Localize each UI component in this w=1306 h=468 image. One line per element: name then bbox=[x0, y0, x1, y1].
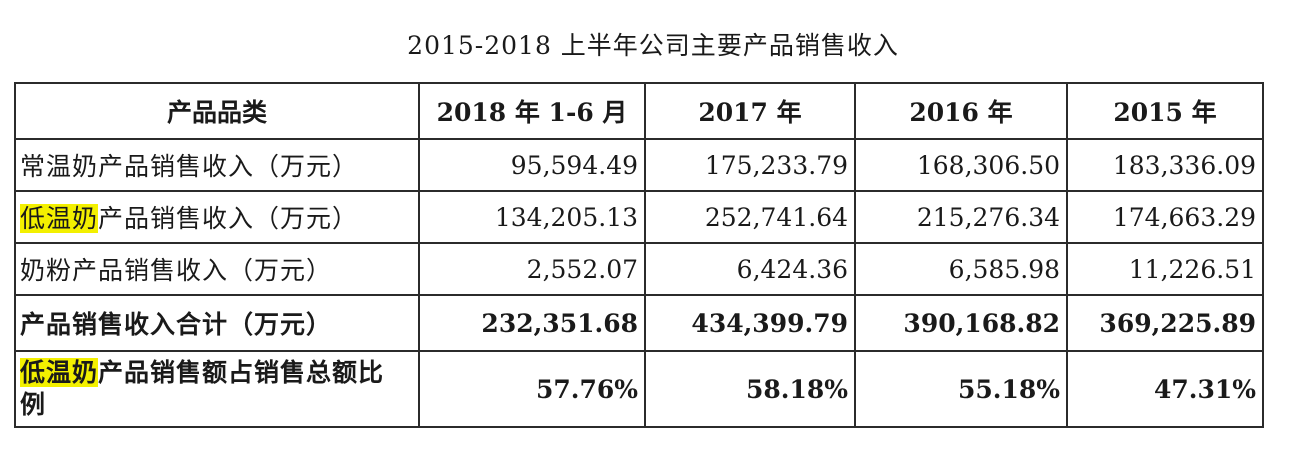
table-row-milk-powder: 奶粉产品销售收入（万元） 2,552.07 6,424.36 6,585.98 … bbox=[14, 242, 1264, 296]
cell-2016: 168,306.50 bbox=[854, 138, 1068, 192]
table-row-ratio: 低温奶产品销售额占销售总额比例 57.76% 58.18% 55.18% 47.… bbox=[14, 350, 1264, 428]
cell-2016: 55.18% bbox=[854, 350, 1068, 428]
row-label: 低温奶产品销售收入（万元） bbox=[14, 190, 420, 244]
cell-2016: 390,168.82 bbox=[854, 294, 1068, 352]
table-title: 2015-2018 上半年公司主要产品销售收入 bbox=[407, 31, 899, 60]
header-2015: 2015 年 bbox=[1066, 82, 1264, 140]
row-label: 常温奶产品销售收入（万元） bbox=[14, 138, 420, 192]
highlighted-text: 低温奶 bbox=[20, 358, 99, 387]
cell-2017: 58.18% bbox=[644, 350, 856, 428]
cell-2015: 11,226.51 bbox=[1066, 242, 1264, 296]
cell-2018h1: 232,351.68 bbox=[418, 294, 646, 352]
cell-2018h1: 2,552.07 bbox=[418, 242, 646, 296]
cell-2015: 183,336.09 bbox=[1066, 138, 1264, 192]
header-category: 产品品类 bbox=[14, 82, 420, 140]
row-label-text: 产品销售收入合计（万元） bbox=[20, 310, 333, 339]
table-row-chilled-milk: 低温奶产品销售收入（万元） 134,205.13 252,741.64 215,… bbox=[14, 190, 1264, 244]
header-2017: 2017 年 bbox=[644, 82, 856, 140]
cell-2017: 434,399.79 bbox=[644, 294, 856, 352]
row-label: 奶粉产品销售收入（万元） bbox=[14, 242, 420, 296]
table-row-total: 产品销售收入合计（万元） 232,351.68 434,399.79 390,1… bbox=[14, 294, 1264, 352]
cell-2018h1: 57.76% bbox=[418, 350, 646, 428]
sales-table: 产品品类 2018 年 1-6 月 2017 年 2016 年 2015 年 常… bbox=[14, 82, 1264, 428]
row-label-text: 奶粉产品销售收入（万元） bbox=[20, 256, 333, 285]
row-label-text: 常温奶产品销售收入（万元） bbox=[20, 152, 359, 181]
cell-2017: 175,233.79 bbox=[644, 138, 856, 192]
cell-2015: 369,225.89 bbox=[1066, 294, 1264, 352]
cell-2016: 215,276.34 bbox=[854, 190, 1068, 244]
row-label: 产品销售收入合计（万元） bbox=[14, 294, 420, 352]
cell-2015: 174,663.29 bbox=[1066, 190, 1264, 244]
row-label: 低温奶产品销售额占销售总额比例 bbox=[14, 350, 420, 428]
cell-2017: 252,741.64 bbox=[644, 190, 856, 244]
cell-2018h1: 95,594.49 bbox=[418, 138, 646, 192]
header-row: 产品品类 2018 年 1-6 月 2017 年 2016 年 2015 年 bbox=[14, 82, 1264, 140]
highlighted-text: 低温奶 bbox=[20, 204, 99, 233]
table-row-ambient-milk: 常温奶产品销售收入（万元） 95,594.49 175,233.79 168,3… bbox=[14, 138, 1264, 192]
header-2018h1: 2018 年 1-6 月 bbox=[418, 82, 646, 140]
row-label-text: 产品销售收入（万元） bbox=[98, 204, 359, 233]
cell-2017: 6,424.36 bbox=[644, 242, 856, 296]
cell-2018h1: 134,205.13 bbox=[418, 190, 646, 244]
header-2016: 2016 年 bbox=[854, 82, 1068, 140]
cell-2015: 47.31% bbox=[1066, 350, 1264, 428]
row-label-text: 产品销售额占销售总额比例 bbox=[20, 358, 385, 419]
cell-2016: 6,585.98 bbox=[854, 242, 1068, 296]
